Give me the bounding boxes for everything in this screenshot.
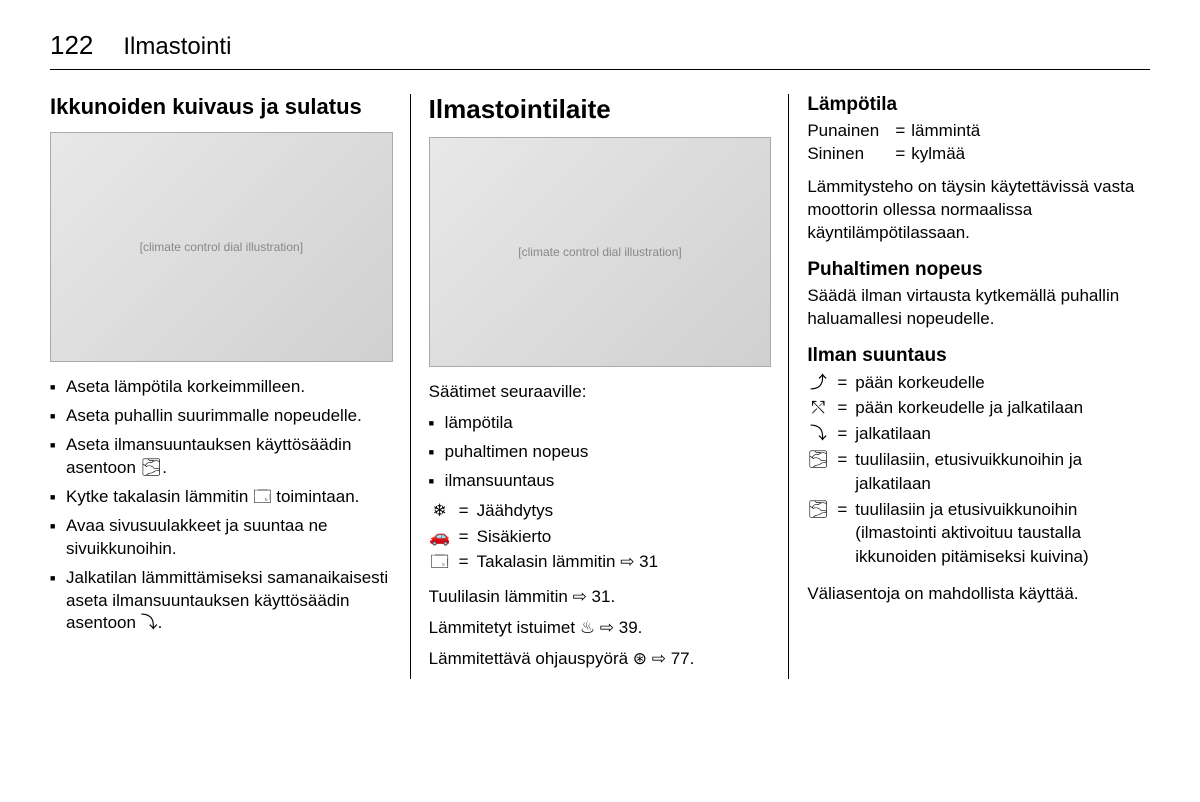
col2-bullet-list: lämpötila puhaltimen nopeus ilmansuuntau… — [429, 412, 772, 493]
col2-ref-1: Tuulilasin lämmitin ⇨ 31. — [429, 586, 772, 609]
equals-sign: = — [837, 422, 847, 446]
column-1: Ikkunoiden kuivaus ja sulatus [climate c… — [50, 94, 411, 679]
list-item: Kytke takalasin lämmitin 🗔 toimintaan. — [50, 486, 393, 509]
snowflake-icon: ❄ — [429, 499, 451, 523]
defrost-icon: 🌫 — [807, 498, 829, 569]
recirculate-icon: 🚗 — [429, 525, 451, 549]
column-3: Lämpötila Punainen = lämmintä Sininen = … — [789, 94, 1150, 679]
col1-illustration: [climate control dial illustration] — [50, 132, 393, 362]
col2-illustration: [climate control dial illustration] — [429, 137, 772, 367]
column-2: Ilmastointilaite [climate control dial i… — [411, 94, 790, 679]
col1-bullet-list: Aseta lämpötila korkeimmilleen. Aseta pu… — [50, 376, 393, 635]
list-item: ilmansuuntaus — [429, 470, 772, 493]
table-row: ❄ = Jäähdytys — [429, 499, 772, 523]
direction-table: ⤴ = pään korkeudelle ⤲ = pään korkeudell… — [807, 371, 1150, 569]
equals-sign: = — [459, 550, 469, 574]
content-columns: Ikkunoiden kuivaus ja sulatus [climate c… — [50, 94, 1150, 679]
list-item: Aseta ilmansuuntauksen käyttösäädin asen… — [50, 434, 393, 480]
list-item: Avaa sivusuulakkeet ja suuntaa ne sivuik… — [50, 515, 393, 561]
dir-value: tuulilasiin ja etusivuikkunoihin (ilmast… — [855, 498, 1150, 569]
col2-ref-3: Lämmitettävä ohjauspyörä ⊛ ⇨ 77. — [429, 648, 772, 671]
color-name: Punainen — [807, 120, 889, 143]
fan-note: Säädä ilman virtausta kytkemällä puhalli… — [807, 285, 1150, 331]
def-value: Takalasin lämmitin ⇨ 31 — [477, 550, 772, 574]
equals-sign: = — [459, 499, 469, 523]
page-header: 122 Ilmastointi — [50, 30, 1150, 70]
rear-defrost-icon: 🗔 — [429, 550, 451, 574]
col3-fan-heading: Puhaltimen nopeus — [807, 259, 1150, 281]
def-value: Sisäkierto — [477, 525, 772, 549]
col2-heading: Ilmastointilaite — [429, 94, 772, 125]
col2-def-table: ❄ = Jäähdytys 🚗 = Sisäkierto 🗔 = Takalas… — [429, 499, 772, 574]
col3-dir-heading: Ilman suuntaus — [807, 345, 1150, 367]
def-value: Jäähdytys — [477, 499, 772, 523]
table-row: ⤴ = pään korkeudelle — [807, 371, 1150, 395]
equals-sign: = — [895, 120, 905, 143]
color-table: Punainen = lämmintä Sininen = kylmää — [807, 120, 1150, 166]
defrost-foot-icon: 🌫 — [807, 448, 829, 496]
table-row: ⤲ = pään korkeudelle ja jalkatilaan — [807, 396, 1150, 420]
airflow-head-foot-icon: ⤲ — [807, 396, 829, 420]
page-number: 122 — [50, 30, 93, 61]
list-item: Aseta puhallin suurimmalle nopeudelle. — [50, 405, 393, 428]
table-row: Punainen = lämmintä — [807, 120, 1150, 143]
list-item: lämpötila — [429, 412, 772, 435]
col3-temp-heading: Lämpötila — [807, 94, 1150, 116]
temp-note: Lämmitysteho on täysin käytettävissä vas… — [807, 176, 1150, 245]
table-row: 🌫 = tuulilasiin ja etusivuikkunoihin (il… — [807, 498, 1150, 569]
equals-sign: = — [837, 448, 847, 496]
table-row: Sininen = kylmää — [807, 143, 1150, 166]
dir-value: pään korkeudelle ja jalkatilaan — [855, 396, 1150, 420]
equals-sign: = — [837, 371, 847, 395]
equals-sign: = — [837, 498, 847, 569]
color-value: lämmintä — [911, 120, 980, 143]
list-item: Jalkatilan lämmittämiseksi samanaikaises… — [50, 567, 393, 636]
equals-sign: = — [837, 396, 847, 420]
final-note: Väliasentoja on mahdollista käyttää. — [807, 583, 1150, 606]
list-item: puhaltimen nopeus — [429, 441, 772, 464]
header-title: Ilmastointi — [123, 33, 231, 61]
list-item: Aseta lämpötila korkeimmilleen. — [50, 376, 393, 399]
table-row: 🌫 = tuulilasiin, etusivuikkunoihin ja ja… — [807, 448, 1150, 496]
equals-sign: = — [895, 143, 905, 166]
table-row: 🗔 = Takalasin lämmitin ⇨ 31 — [429, 550, 772, 574]
airflow-head-icon: ⤴ — [807, 371, 829, 395]
airflow-foot-icon: ⤵ — [807, 422, 829, 446]
table-row: ⤵ = jalkatilaan — [807, 422, 1150, 446]
col2-ref-2: Lämmitetyt istuimet ♨ ⇨ 39. — [429, 617, 772, 640]
dir-value: jalkatilaan — [855, 422, 1150, 446]
color-value: kylmää — [911, 143, 965, 166]
col1-heading: Ikkunoiden kuivaus ja sulatus — [50, 94, 393, 120]
col2-intro: Säätimet seuraaville: — [429, 381, 772, 404]
dir-value: tuulilasiin, etusivuikkunoihin ja jalkat… — [855, 448, 1150, 496]
dir-value: pään korkeudelle — [855, 371, 1150, 395]
equals-sign: = — [459, 525, 469, 549]
color-name: Sininen — [807, 143, 889, 166]
table-row: 🚗 = Sisäkierto — [429, 525, 772, 549]
